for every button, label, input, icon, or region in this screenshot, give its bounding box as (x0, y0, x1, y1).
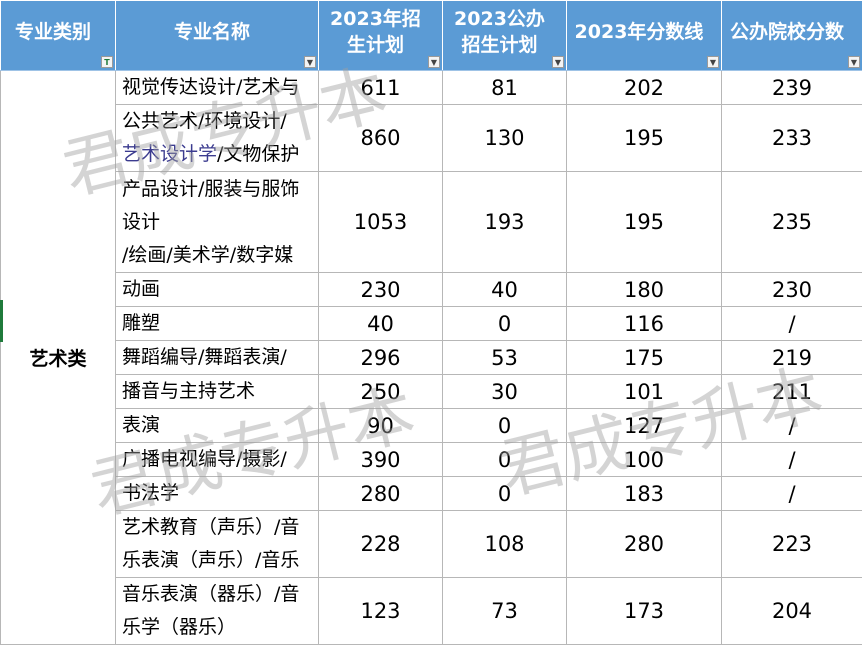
plan-cell[interactable]: 280 (319, 477, 443, 511)
score-cell[interactable]: 183 (567, 477, 722, 511)
public-plan-cell[interactable]: 73 (443, 578, 567, 645)
highlighted-text: 艺术设计学 (122, 143, 217, 165)
dropdown-arrow-icon[interactable]: ▼ (707, 56, 719, 68)
plan-cell[interactable]: 90 (319, 409, 443, 443)
score-cell[interactable]: 180 (567, 273, 722, 307)
header-label: 专业类别 (1, 19, 115, 53)
score-cell[interactable]: 127 (567, 409, 722, 443)
score-cell[interactable]: 202 (567, 71, 722, 105)
score-cell[interactable]: 173 (567, 578, 722, 645)
plan-cell[interactable]: 40 (319, 307, 443, 341)
header-public-plan[interactable]: 2023公办 招生计划▼ (443, 1, 567, 71)
header-category[interactable]: 专业类别 T (1, 1, 116, 71)
major-name-cell[interactable]: 艺术教育（声乐）/音 乐表演（声乐）/音乐 (116, 511, 319, 578)
header-score[interactable]: 2023年分数线 ▼ (567, 1, 722, 71)
major-name-cell[interactable]: 雕塑 (116, 307, 319, 341)
public-plan-cell[interactable]: 108 (443, 511, 567, 578)
major-name-cell[interactable]: 公共艺术/环境设计/ 艺术设计学/文物保护 (116, 105, 319, 172)
public-score-cell[interactable]: 219 (722, 341, 862, 375)
dropdown-arrow-icon[interactable]: ▼ (428, 56, 440, 68)
public-score-cell[interactable]: / (722, 443, 862, 477)
plan-cell[interactable]: 230 (319, 273, 443, 307)
public-plan-cell[interactable]: 193 (443, 172, 567, 273)
public-plan-cell[interactable]: 40 (443, 273, 567, 307)
major-name-cell[interactable]: 视觉传达设计/艺术与 (116, 71, 319, 105)
dropdown-arrow-icon[interactable]: ▼ (552, 56, 564, 68)
header-major-name[interactable]: 专业名称 ▼ (116, 1, 319, 71)
header-label: 专业名称 (116, 19, 318, 53)
public-score-cell[interactable]: 204 (722, 578, 862, 645)
header-public-score[interactable]: 公办院校分数 ▼ (722, 1, 862, 71)
public-plan-cell[interactable]: 30 (443, 375, 567, 409)
score-cell[interactable]: 280 (567, 511, 722, 578)
public-score-cell[interactable]: / (722, 307, 862, 341)
header-label: 公办院校分数 (722, 19, 862, 53)
public-score-cell[interactable]: / (722, 409, 862, 443)
score-cell[interactable]: 101 (567, 375, 722, 409)
public-plan-cell[interactable]: 0 (443, 409, 567, 443)
public-plan-cell[interactable]: 0 (443, 477, 567, 511)
filter-active-icon[interactable]: T (101, 56, 113, 68)
major-name-cell[interactable]: 产品设计/服装与服饰 设计 /绘画/美术学/数字媒 (116, 172, 319, 273)
score-cell[interactable]: 116 (567, 307, 722, 341)
public-score-cell[interactable]: / (722, 477, 862, 511)
public-score-cell[interactable]: 239 (722, 71, 862, 105)
public-plan-cell[interactable]: 53 (443, 341, 567, 375)
major-name-cell[interactable]: 书法学 (116, 477, 319, 511)
category-cell[interactable]: 艺术类 (1, 71, 116, 645)
public-plan-cell[interactable]: 81 (443, 71, 567, 105)
public-plan-cell[interactable]: 0 (443, 443, 567, 477)
public-score-cell[interactable]: 211 (722, 375, 862, 409)
row-indicator (0, 300, 3, 342)
plan-cell[interactable]: 860 (319, 105, 443, 172)
plan-cell[interactable]: 1053 (319, 172, 443, 273)
dropdown-arrow-icon[interactable]: ▼ (848, 56, 860, 68)
major-name-cell[interactable]: 音乐表演（器乐）/音 乐学（器乐） (116, 578, 319, 645)
plan-cell[interactable]: 250 (319, 375, 443, 409)
public-score-cell[interactable]: 235 (722, 172, 862, 273)
major-name-cell[interactable]: 舞蹈编导/舞蹈表演/ (116, 341, 319, 375)
major-name-cell[interactable]: 广播电视编导/摄影/ (116, 443, 319, 477)
major-name-cell[interactable]: 播音与主持艺术 (116, 375, 319, 409)
dropdown-arrow-icon[interactable]: ▼ (304, 56, 316, 68)
public-plan-cell[interactable]: 0 (443, 307, 567, 341)
plan-cell[interactable]: 123 (319, 578, 443, 645)
plan-cell[interactable]: 228 (319, 511, 443, 578)
score-cell[interactable]: 175 (567, 341, 722, 375)
major-name-cell[interactable]: 表演 (116, 409, 319, 443)
plan-cell[interactable]: 611 (319, 71, 443, 105)
major-name-cell[interactable]: 动画 (116, 273, 319, 307)
plan-cell[interactable]: 390 (319, 443, 443, 477)
header-plan[interactable]: 2023年招 生计划▼ (319, 1, 443, 71)
score-cell[interactable]: 100 (567, 443, 722, 477)
public-score-cell[interactable]: 233 (722, 105, 862, 172)
header-label: 2023公办 招生计划 (443, 6, 566, 66)
public-plan-cell[interactable]: 130 (443, 105, 567, 172)
score-cell[interactable]: 195 (567, 172, 722, 273)
header-label: 2023年分数线 (567, 19, 721, 53)
header-label: 2023年招 生计划 (319, 6, 442, 66)
public-score-cell[interactable]: 223 (722, 511, 862, 578)
score-cell[interactable]: 195 (567, 105, 722, 172)
plan-cell[interactable]: 296 (319, 341, 443, 375)
public-score-cell[interactable]: 230 (722, 273, 862, 307)
